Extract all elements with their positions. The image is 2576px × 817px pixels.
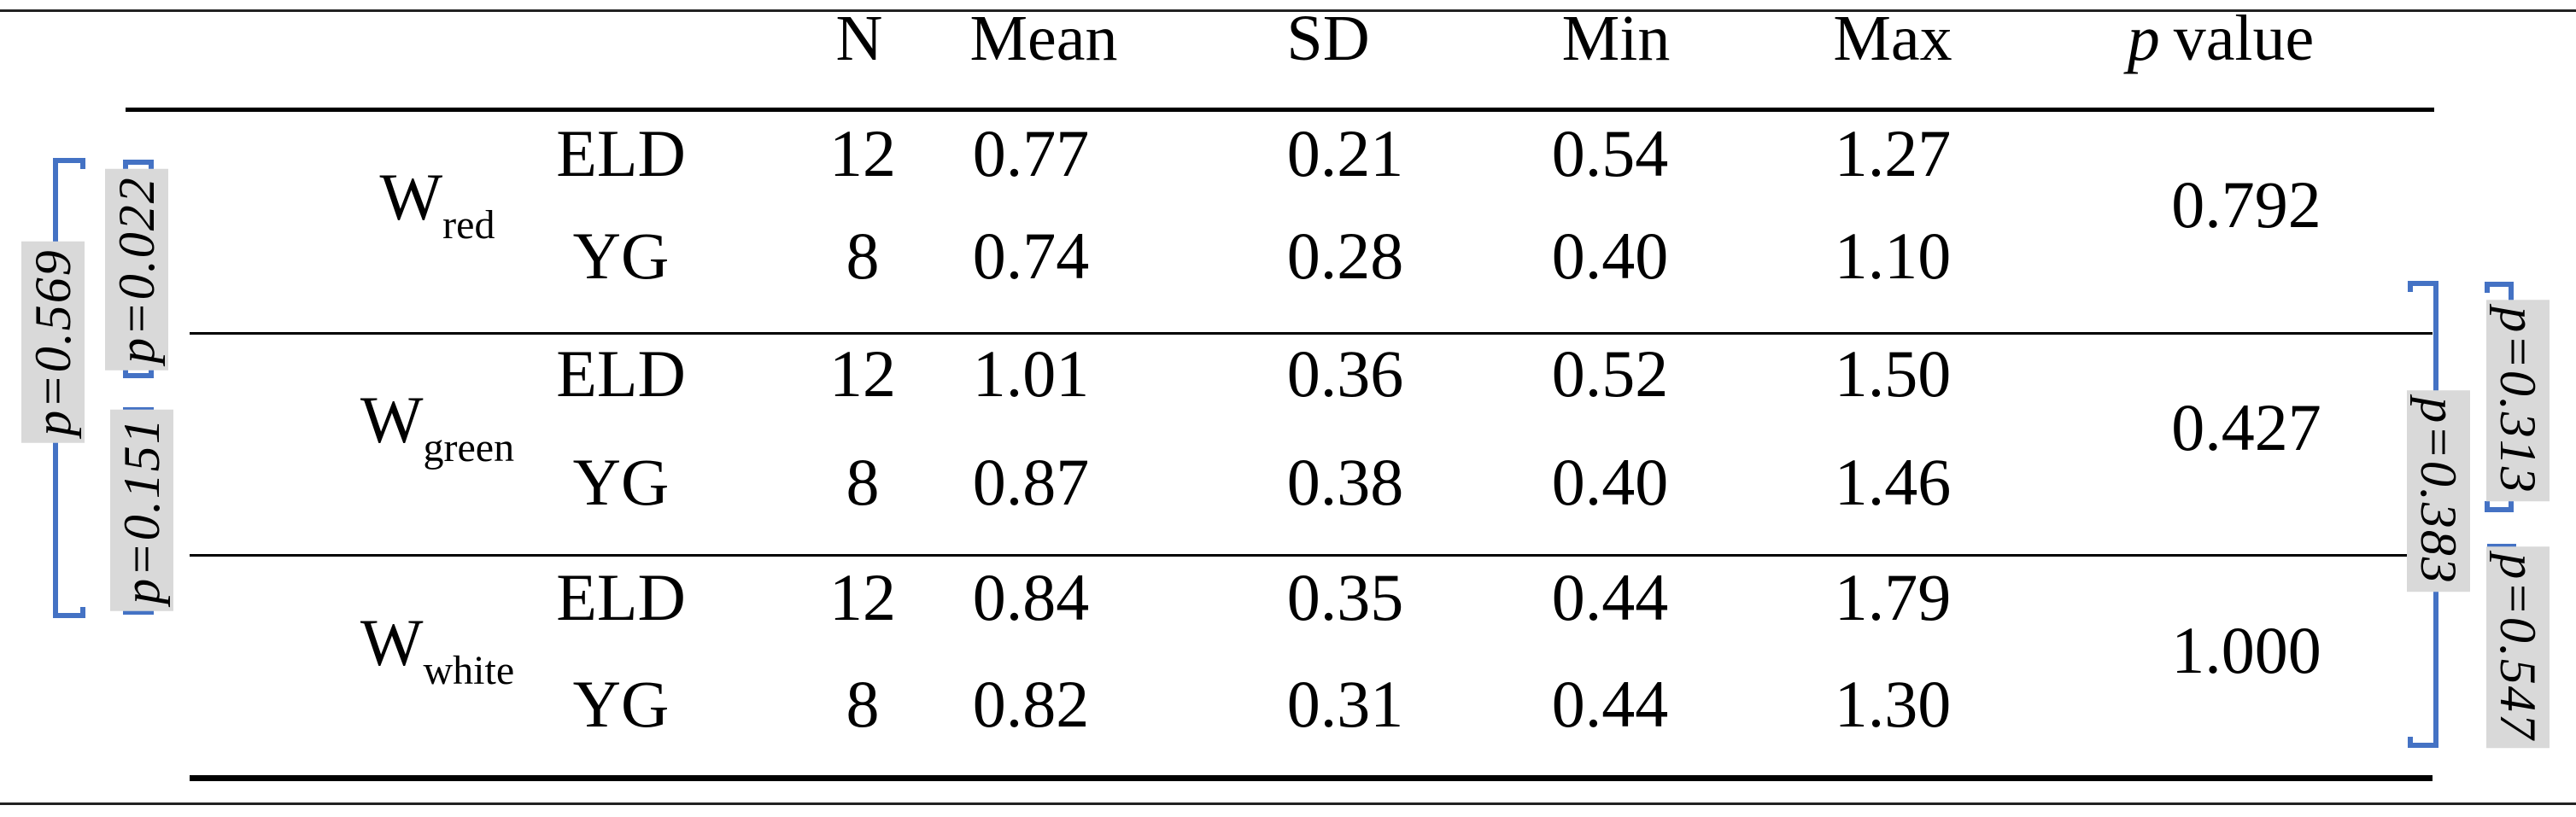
cell-min: 0.44 <box>1551 667 1669 741</box>
group-label-wred: Wred <box>380 164 495 246</box>
cell-mean: 1.01 <box>972 336 1090 411</box>
page-bottom-border <box>0 802 2576 805</box>
group-separator-1 <box>190 332 2433 335</box>
header-rule <box>126 108 2434 112</box>
cell-max: 1.79 <box>1834 560 1952 634</box>
pvalue-annotation-left-outer: p=0.569 <box>21 242 85 443</box>
cell-mean: 0.87 <box>972 445 1090 519</box>
col-header-sd: SD <box>1286 3 1370 74</box>
col-header-min: Min <box>1561 3 1671 74</box>
group-label-sub: white <box>423 648 515 693</box>
cell-n: 12 <box>829 560 896 634</box>
cell-max: 1.30 <box>1834 667 1952 741</box>
cell-cohort: YG <box>572 445 670 519</box>
group-label-base: W <box>379 160 443 234</box>
p-symbol: p <box>2127 3 2160 74</box>
group-label-wwhite: Wwhite <box>360 610 514 692</box>
cell-mean: 0.82 <box>972 667 1090 741</box>
group-pvalue: 1.000 <box>2171 613 2321 687</box>
table-top-border <box>0 9 2576 12</box>
pvalue-annotation-right-top: p=0.313 <box>2486 300 2550 501</box>
group-label-wgreen: Wgreen <box>360 387 514 469</box>
cell-cohort: YG <box>572 219 670 293</box>
cell-n: 8 <box>846 445 880 519</box>
cell-sd: 0.36 <box>1286 336 1404 411</box>
cell-max: 1.27 <box>1834 116 1952 190</box>
pvalue-annotation-left-bottom: p=0.151 <box>110 410 173 611</box>
cell-n: 12 <box>829 116 896 190</box>
cell-min: 0.52 <box>1551 336 1669 411</box>
cell-max: 1.46 <box>1834 445 1952 519</box>
pvalue-annotation-right-outer: p=0.383 <box>2407 390 2470 592</box>
group-label-sub: green <box>423 425 515 470</box>
group-label-base: W <box>360 605 424 680</box>
pvalue-annotation-right-bottom: p=0.547 <box>2486 546 2550 748</box>
cell-mean: 0.74 <box>972 219 1090 293</box>
col-header-max: Max <box>1833 3 1952 74</box>
cell-cohort: YG <box>572 667 670 741</box>
pvalue-annotation-left-top: p=0.022 <box>105 169 168 371</box>
p-value-word: value <box>2173 3 2315 74</box>
cell-min: 0.54 <box>1551 116 1669 190</box>
cell-n: 8 <box>846 667 880 741</box>
cell-mean: 0.77 <box>972 116 1090 190</box>
cell-n: 8 <box>846 219 880 293</box>
cell-min: 0.40 <box>1551 219 1669 293</box>
cell-sd: 0.35 <box>1286 560 1404 634</box>
col-header-mean: Mean <box>969 3 1118 74</box>
cell-sd: 0.31 <box>1286 667 1404 741</box>
group-label-base: W <box>360 382 424 457</box>
group-pvalue: 0.792 <box>2171 167 2321 242</box>
group-separator-2 <box>190 554 2433 557</box>
cell-min: 0.40 <box>1551 445 1669 519</box>
cell-cohort: ELD <box>556 116 686 190</box>
cell-cohort: ELD <box>556 336 686 411</box>
cell-mean: 0.84 <box>972 560 1090 634</box>
group-label-sub: red <box>442 202 495 248</box>
cell-sd: 0.21 <box>1286 116 1404 190</box>
col-header-pvalue: p value <box>2128 6 2315 71</box>
cell-max: 1.10 <box>1834 219 1952 293</box>
cell-max: 1.50 <box>1834 336 1952 411</box>
cell-n: 12 <box>829 336 896 411</box>
group-pvalue: 0.427 <box>2171 390 2321 464</box>
cell-min: 0.44 <box>1551 560 1669 634</box>
col-header-n: N <box>835 3 883 74</box>
cell-cohort: ELD <box>556 560 686 634</box>
cell-sd: 0.38 <box>1286 445 1404 519</box>
table-bottom-rule <box>190 775 2433 781</box>
cell-sd: 0.28 <box>1286 219 1404 293</box>
